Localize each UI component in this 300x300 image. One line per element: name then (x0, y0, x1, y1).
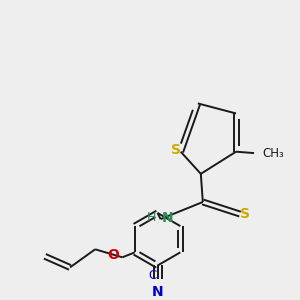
Text: CH₃: CH₃ (262, 147, 284, 160)
Text: H: H (147, 211, 156, 224)
Text: N: N (162, 211, 174, 225)
Text: O: O (107, 248, 119, 262)
Text: S: S (240, 207, 250, 221)
Text: S: S (171, 143, 181, 157)
Text: C: C (148, 269, 157, 282)
Text: N: N (152, 285, 164, 299)
